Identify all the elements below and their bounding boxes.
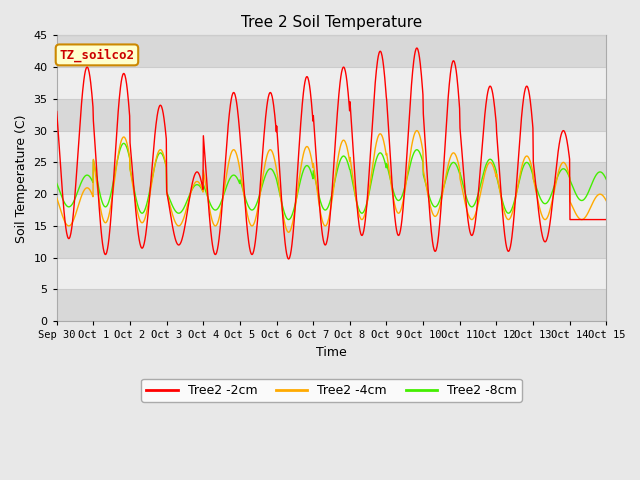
Text: TZ_soilco2: TZ_soilco2 — [60, 48, 134, 61]
Bar — [57, 162, 606, 194]
Bar — [57, 194, 606, 226]
Bar — [57, 36, 606, 67]
Bar — [57, 99, 606, 131]
Bar — [57, 131, 606, 162]
Bar — [57, 258, 606, 289]
Y-axis label: Soil Temperature (C): Soil Temperature (C) — [15, 114, 28, 242]
Title: Tree 2 Soil Temperature: Tree 2 Soil Temperature — [241, 15, 422, 30]
Bar — [57, 289, 606, 321]
Bar — [57, 67, 606, 99]
Legend: Tree2 -2cm, Tree2 -4cm, Tree2 -8cm: Tree2 -2cm, Tree2 -4cm, Tree2 -8cm — [141, 379, 522, 402]
Bar — [57, 226, 606, 258]
X-axis label: Time: Time — [316, 346, 347, 359]
